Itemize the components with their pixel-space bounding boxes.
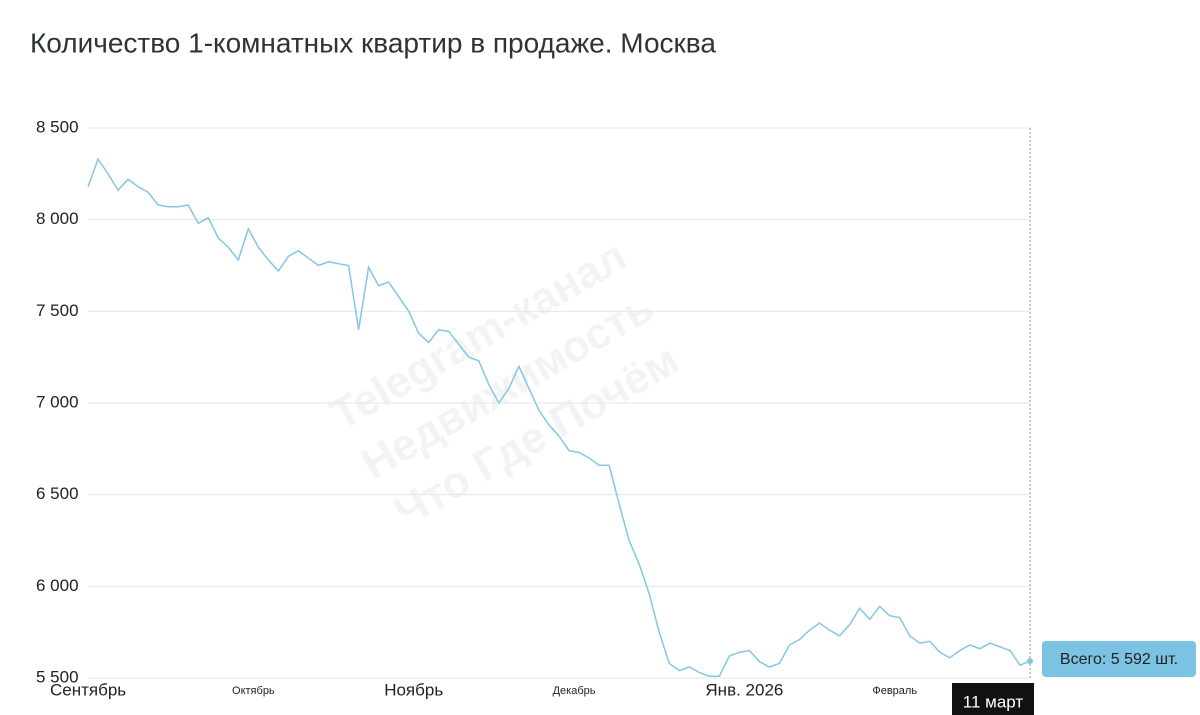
y-tick-label: 6 500 bbox=[36, 484, 79, 503]
x-tick-label: Октябрь bbox=[232, 685, 275, 697]
y-tick-label: 7 500 bbox=[36, 301, 79, 320]
x-tick-label: Сентябрь bbox=[50, 680, 126, 699]
chart-title: Количество 1-комнатных квартир в продаже… bbox=[30, 27, 716, 58]
tooltip-box bbox=[1042, 641, 1196, 677]
data-line bbox=[87, 157, 1031, 677]
watermark: Telegram-каналНедвижимостьЧто Где Почём bbox=[322, 231, 687, 537]
tooltip-text: Всего: 5 592 шт. bbox=[1060, 651, 1178, 668]
x-tick-label: Декабрь bbox=[553, 685, 596, 697]
y-tick-label: 7 000 bbox=[36, 392, 79, 411]
x-tick-label: Ноябрь bbox=[384, 680, 443, 699]
y-tick-label: 5 500 bbox=[36, 667, 79, 686]
y-tick-label: 8 500 bbox=[36, 117, 79, 136]
hover-point bbox=[1027, 658, 1033, 665]
y-tick-label: 6 000 bbox=[36, 576, 79, 595]
date-label: 11 март bbox=[963, 692, 1024, 711]
date-label-box bbox=[952, 683, 1034, 715]
x-tick-label: Янв. 2026 bbox=[705, 680, 783, 699]
y-tick-label: 8 000 bbox=[36, 209, 79, 228]
x-tick-label: Февраль bbox=[872, 685, 917, 697]
